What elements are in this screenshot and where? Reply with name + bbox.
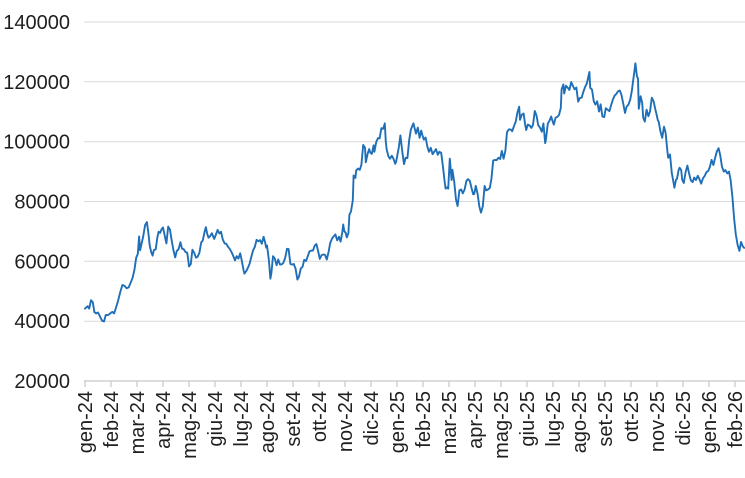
x-tick-label: giu-24 bbox=[205, 391, 227, 447]
x-tick-label: dic-25 bbox=[673, 391, 695, 445]
x-tick-label: feb-25 bbox=[413, 391, 435, 448]
y-tick-label: 80000 bbox=[14, 192, 70, 214]
x-tick-label: gen-24 bbox=[75, 391, 97, 453]
x-tick-label: feb-24 bbox=[101, 391, 123, 448]
x-tick-label: ott-25 bbox=[621, 391, 643, 442]
x-tick-label: set-25 bbox=[595, 391, 617, 447]
series bbox=[84, 62, 745, 323]
x-tick-label: ott-24 bbox=[309, 391, 331, 442]
y-tick-label: 40000 bbox=[14, 311, 70, 333]
x-tick-label: feb-26 bbox=[725, 391, 745, 448]
x-tick-label: gen-26 bbox=[699, 391, 721, 453]
price-line bbox=[84, 62, 745, 323]
x-tick-label: set-24 bbox=[283, 391, 305, 447]
x-tick-label: mar-24 bbox=[127, 391, 149, 454]
y-tick-label: 120000 bbox=[3, 72, 70, 94]
y-tick-label: 100000 bbox=[3, 132, 70, 154]
x-tick-label: apr-25 bbox=[465, 391, 487, 449]
x-tick-label: mag-25 bbox=[491, 391, 513, 459]
y-axis-labels: 140000 120000 100000 80000 60000 40000 20000 bbox=[3, 12, 70, 393]
x-tick-label: apr-24 bbox=[153, 391, 175, 449]
x-axis-labels: gen-24 feb-24 mar-24 apr-24 mag-24 giu-24 lug-… bbox=[75, 391, 745, 459]
gridlines bbox=[84, 21, 745, 322]
x-tick-label: ago-25 bbox=[569, 391, 591, 453]
x-tick-label: ago-24 bbox=[257, 391, 279, 453]
y-tick-label: 60000 bbox=[14, 251, 70, 273]
x-tick-label: nov-25 bbox=[647, 391, 669, 452]
x-tick-label: gen-25 bbox=[387, 391, 409, 453]
y-tick-label: 20000 bbox=[14, 371, 70, 393]
x-tick-label: dic-24 bbox=[361, 391, 383, 445]
x-tick-label: nov-24 bbox=[335, 391, 357, 452]
y-tick-label: 140000 bbox=[3, 12, 70, 34]
x-tick-label: giu-25 bbox=[517, 391, 539, 447]
x-tick-label: lug-24 bbox=[231, 391, 253, 447]
x-tick-label: lug-25 bbox=[543, 391, 565, 447]
x-tick-label: mar-25 bbox=[439, 391, 461, 454]
x-tick-label: mag-24 bbox=[179, 391, 201, 459]
x-axis bbox=[84, 380, 745, 387]
